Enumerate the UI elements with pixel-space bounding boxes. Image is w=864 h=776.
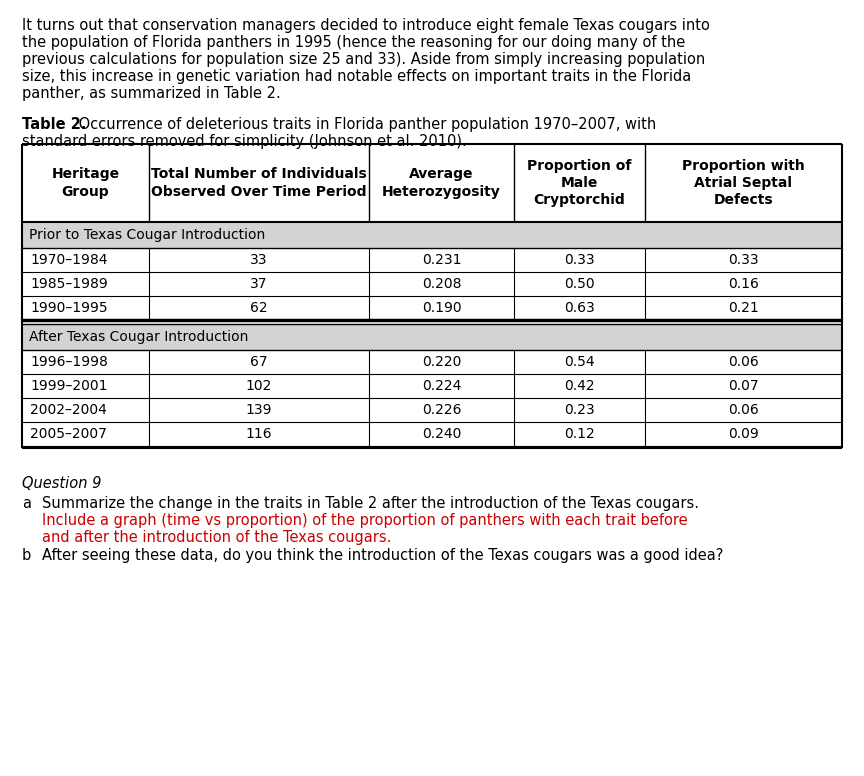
Text: Include a graph (time vs proportion) of the proportion of panthers with each tra: Include a graph (time vs proportion) of … bbox=[42, 513, 688, 528]
Text: Total Number of Individuals
Observed Over Time Period: Total Number of Individuals Observed Ove… bbox=[151, 168, 367, 199]
Text: 0.16: 0.16 bbox=[728, 277, 759, 291]
Text: 0.50: 0.50 bbox=[564, 277, 594, 291]
Text: Heritage
Group: Heritage Group bbox=[52, 168, 119, 199]
Text: standard errors removed for simplicity (Johnson et al. 2010).: standard errors removed for simplicity (… bbox=[22, 134, 467, 149]
Bar bbox=[22, 324, 842, 350]
Text: 0.33: 0.33 bbox=[564, 253, 594, 267]
Text: 0.21: 0.21 bbox=[728, 301, 759, 315]
Text: 67: 67 bbox=[251, 355, 268, 369]
Text: 2002–2004: 2002–2004 bbox=[30, 403, 107, 417]
Text: 0.42: 0.42 bbox=[564, 379, 594, 393]
Text: 0.09: 0.09 bbox=[728, 427, 759, 441]
Text: 1985–1989: 1985–1989 bbox=[30, 277, 108, 291]
Text: 0.63: 0.63 bbox=[564, 301, 595, 315]
Text: Occurrence of deleterious traits in Florida panther population 1970–2007, with: Occurrence of deleterious traits in Flor… bbox=[74, 117, 657, 132]
Text: It turns out that conservation managers decided to introduce eight female Texas : It turns out that conservation managers … bbox=[22, 18, 710, 33]
Text: 0.224: 0.224 bbox=[422, 379, 461, 393]
Text: 0.190: 0.190 bbox=[422, 301, 461, 315]
Text: 102: 102 bbox=[246, 379, 272, 393]
Text: 0.226: 0.226 bbox=[422, 403, 461, 417]
Text: 0.208: 0.208 bbox=[422, 277, 461, 291]
Text: 0.54: 0.54 bbox=[564, 355, 594, 369]
Text: 0.240: 0.240 bbox=[422, 427, 461, 441]
Text: Proportion of
Male
Cryptorchid: Proportion of Male Cryptorchid bbox=[527, 159, 632, 207]
Text: 37: 37 bbox=[251, 277, 268, 291]
Text: 62: 62 bbox=[251, 301, 268, 315]
Text: 116: 116 bbox=[245, 427, 272, 441]
Text: Average
Heterozygosity: Average Heterozygosity bbox=[382, 168, 501, 199]
Text: 0.231: 0.231 bbox=[422, 253, 461, 267]
Text: b: b bbox=[22, 548, 31, 563]
Text: 0.06: 0.06 bbox=[728, 403, 759, 417]
Text: previous calculations for population size 25 and 33). Aside from simply increasi: previous calculations for population siz… bbox=[22, 52, 705, 67]
Text: After seeing these data, do you think the introduction of the Texas cougars was : After seeing these data, do you think th… bbox=[42, 548, 723, 563]
Text: Proportion with
Atrial Septal
Defects: Proportion with Atrial Septal Defects bbox=[682, 159, 805, 207]
Text: 0.12: 0.12 bbox=[564, 427, 595, 441]
Text: 1999–2001: 1999–2001 bbox=[30, 379, 107, 393]
Text: 33: 33 bbox=[251, 253, 268, 267]
Text: 0.23: 0.23 bbox=[564, 403, 594, 417]
Text: panther, as summarized in Table 2.: panther, as summarized in Table 2. bbox=[22, 86, 281, 101]
Text: 0.33: 0.33 bbox=[728, 253, 759, 267]
Text: Table 2.: Table 2. bbox=[22, 117, 86, 132]
Text: After Texas Cougar Introduction: After Texas Cougar Introduction bbox=[29, 330, 248, 344]
Bar bbox=[22, 222, 842, 248]
Text: a: a bbox=[22, 496, 31, 511]
Text: Summarize the change in the traits in Table 2 after the introduction of the Texa: Summarize the change in the traits in Ta… bbox=[42, 496, 699, 511]
Text: Prior to Texas Cougar Introduction: Prior to Texas Cougar Introduction bbox=[29, 228, 265, 242]
Text: 0.07: 0.07 bbox=[728, 379, 759, 393]
Text: 1990–1995: 1990–1995 bbox=[30, 301, 108, 315]
Text: the population of Florida panthers in 1995 (hence the reasoning for our doing ma: the population of Florida panthers in 19… bbox=[22, 35, 685, 50]
Text: 139: 139 bbox=[245, 403, 272, 417]
Text: 0.06: 0.06 bbox=[728, 355, 759, 369]
Text: Question 9: Question 9 bbox=[22, 476, 101, 491]
Text: 2005–2007: 2005–2007 bbox=[30, 427, 107, 441]
Text: and after the introduction of the Texas cougars.: and after the introduction of the Texas … bbox=[42, 530, 391, 545]
Text: 1996–1998: 1996–1998 bbox=[30, 355, 108, 369]
Text: 0.220: 0.220 bbox=[422, 355, 461, 369]
Text: 1970–1984: 1970–1984 bbox=[30, 253, 107, 267]
Text: size, this increase in genetic variation had notable effects on important traits: size, this increase in genetic variation… bbox=[22, 69, 691, 84]
